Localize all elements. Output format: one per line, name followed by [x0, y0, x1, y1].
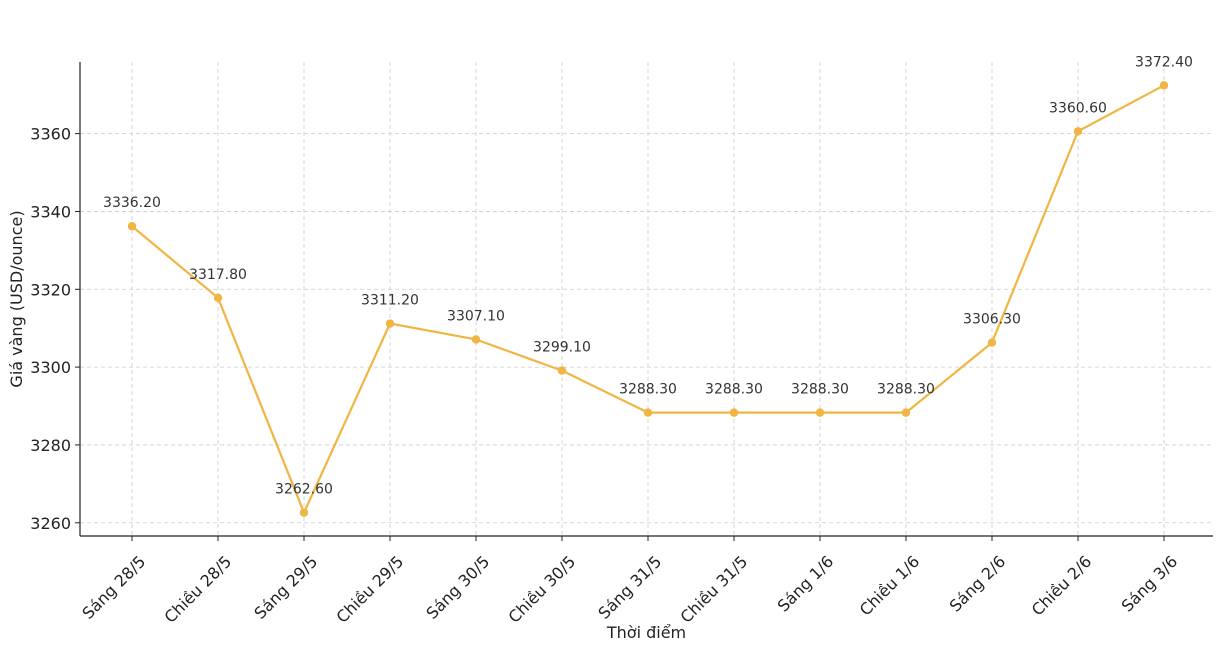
x-tick-label: Sáng 3/6 [1118, 552, 1182, 616]
x-tick-label: Sáng 29/5 [250, 552, 321, 623]
x-tick-label: Sáng 31/5 [594, 552, 665, 623]
data-label: 3311.20 [361, 293, 419, 309]
axes [79, 62, 1213, 537]
x-tick-label: Chiều 30/5 [505, 552, 580, 627]
data-label: 3288.30 [791, 382, 849, 398]
y-tick-label: 3280 [30, 436, 71, 455]
data-point [901, 408, 911, 417]
data-label: 3299.10 [533, 340, 591, 356]
data-label: 3262.60 [275, 482, 333, 498]
data-point [385, 319, 395, 328]
x-tick-label: Chiều 2/6 [1028, 552, 1096, 620]
x-tick-label: Sáng 2/6 [946, 552, 1010, 616]
y-tick-label: 3340 [30, 202, 71, 221]
data-point [987, 338, 997, 347]
data-label: 3317.80 [189, 267, 247, 283]
y-tick-label: 3320 [30, 280, 71, 299]
y-tick-label: 3260 [30, 514, 71, 533]
x-tick-label: Chiều 29/5 [333, 552, 408, 627]
data-label: 3372.40 [1135, 54, 1193, 70]
y-tick-label: 3300 [30, 358, 71, 377]
data-label: 3360.60 [1049, 100, 1107, 116]
y-axis-title: Giá vàng (USD/ounce) [7, 210, 26, 387]
data-point [213, 293, 223, 303]
x-tick-label: Chiều 1/6 [856, 552, 924, 620]
data-label: 3288.30 [705, 382, 763, 398]
grid [80, 62, 1213, 536]
data-point [643, 408, 653, 417]
y-ticks: 3260 3280 3300 3320 3340 3360 [30, 125, 80, 533]
data-point [1073, 127, 1083, 136]
data-point [127, 222, 137, 231]
data-point [471, 335, 481, 344]
x-tick-label: Sáng 30/5 [422, 552, 493, 623]
data-points [127, 81, 1169, 517]
data-label: 3288.30 [877, 382, 935, 398]
x-tick-label: Chiều 31/5 [677, 552, 752, 627]
data-point [1159, 81, 1169, 90]
data-label: 3307.10 [447, 308, 505, 324]
x-tick-label: Sáng 28/5 [78, 552, 149, 623]
data-point [729, 408, 739, 417]
x-tick-label: Sáng 1/6 [774, 552, 838, 616]
x-axis-title: Thời điểm [606, 623, 686, 642]
x-ticks: Sáng 28/5 Chiều 28/5 Sáng 29/5 Chiều 29/5 Sá… [78, 536, 1181, 627]
y-tick-label: 3360 [30, 125, 71, 144]
data-point [815, 408, 825, 417]
data-label: 3306.30 [963, 312, 1021, 328]
data-label: 3336.20 [103, 195, 161, 211]
x-tick-label: Chiều 28/5 [161, 552, 236, 627]
data-labels: 3336.20 3317.80 3262.60 3311.20 3307.10 3299.… [103, 54, 1193, 497]
data-point [557, 366, 567, 375]
data-label: 3288.30 [619, 382, 677, 398]
data-point [299, 508, 309, 517]
